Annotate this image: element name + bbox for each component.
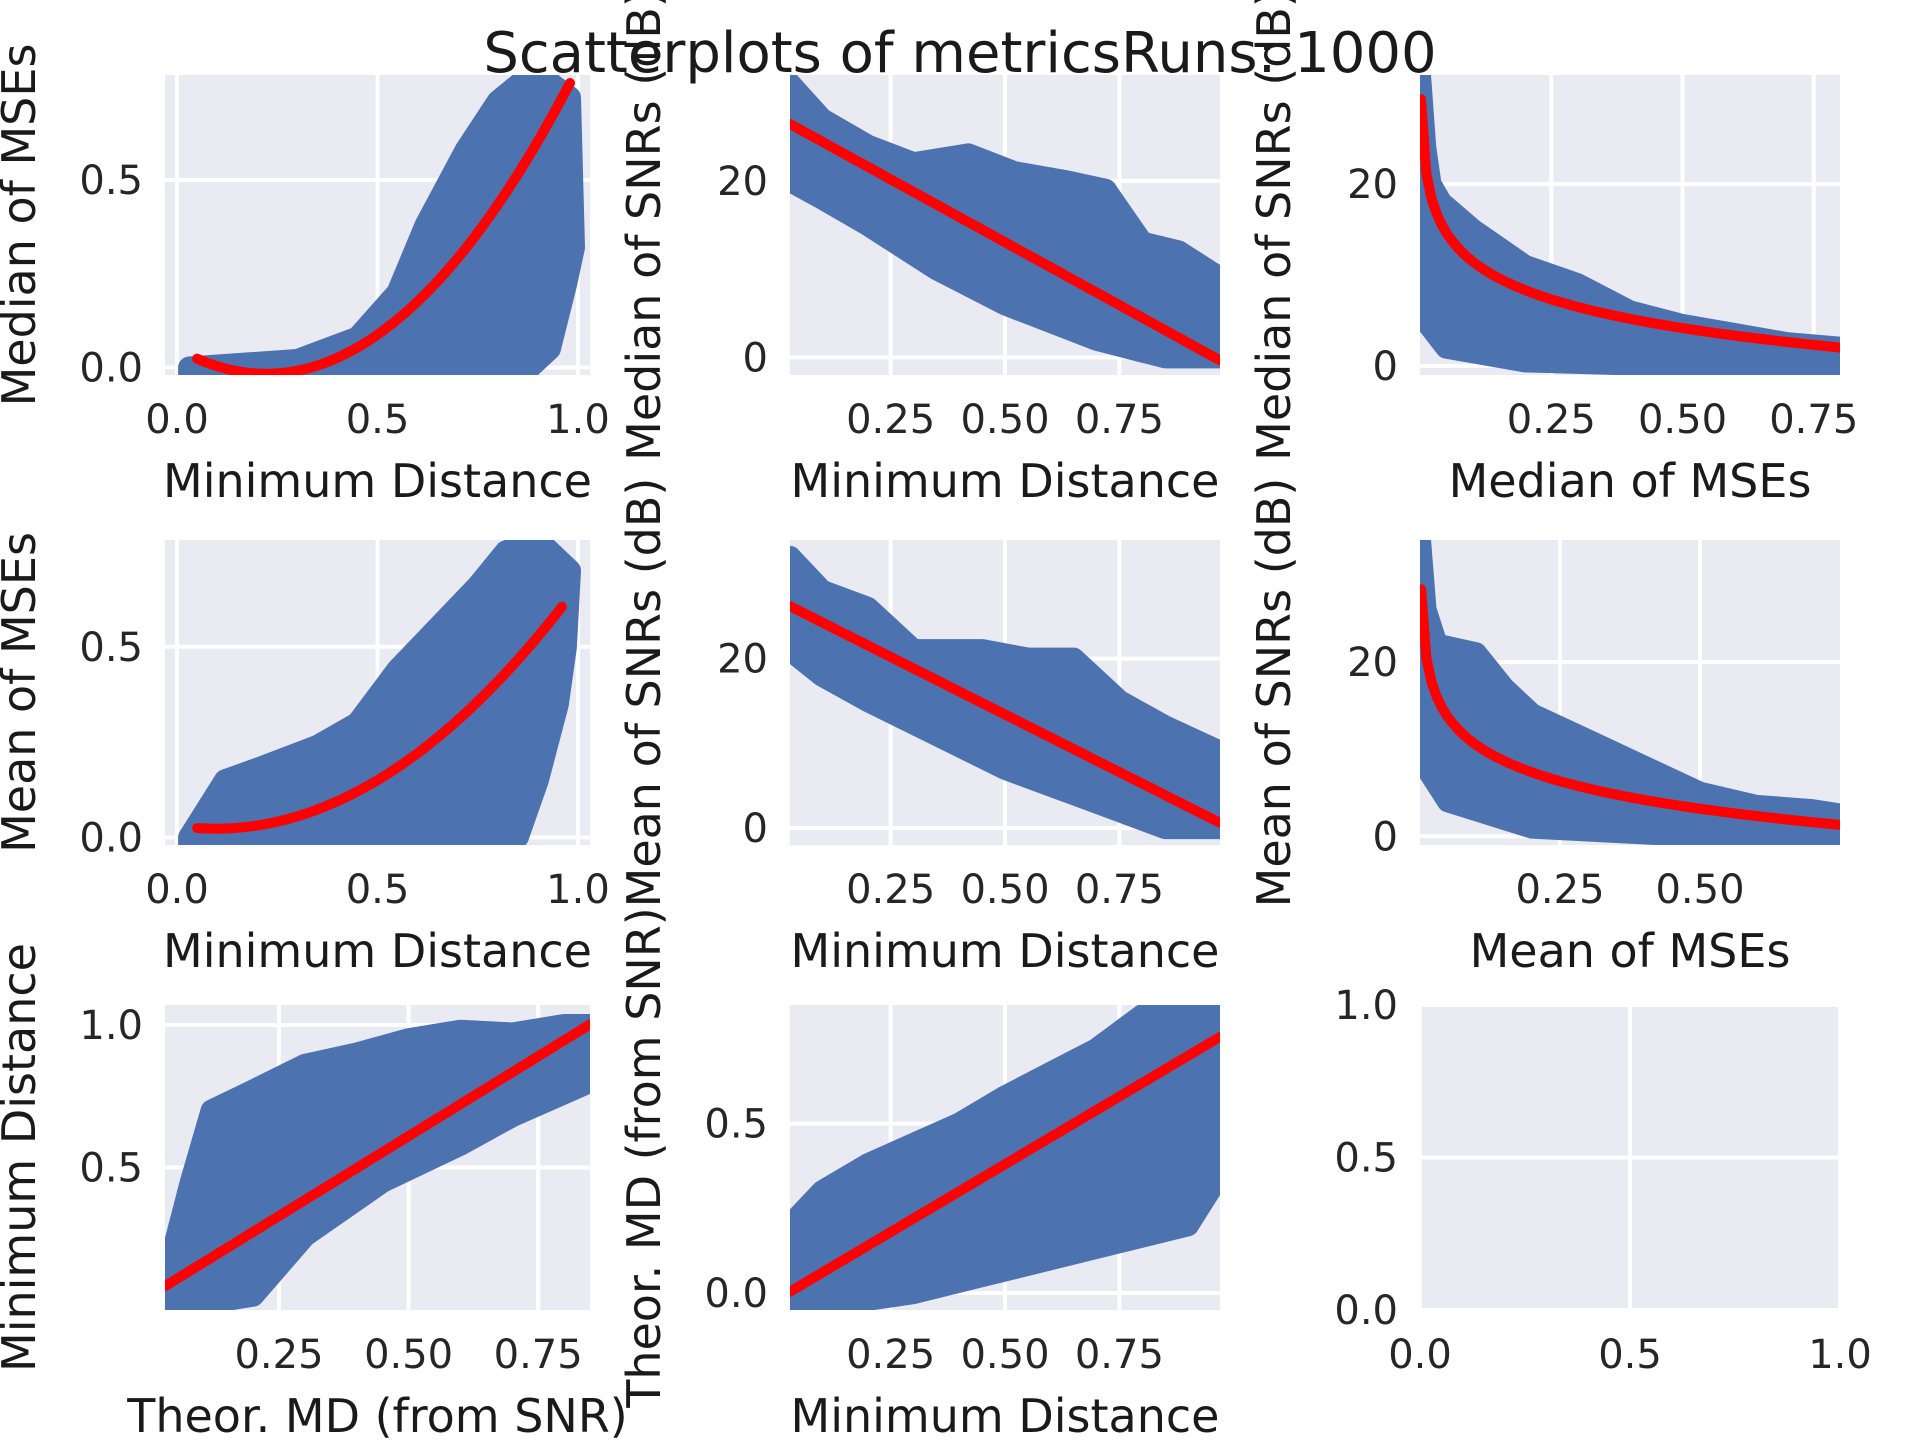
y-tick-label: 20 bbox=[717, 159, 768, 205]
x-tick-label: 0.25 bbox=[1515, 867, 1604, 913]
x-tick-label: 0.50 bbox=[960, 397, 1049, 443]
x-tick-label: 0.0 bbox=[145, 397, 209, 443]
subplot-5: 0.25 0.50 0.75 0 20 Minimum Distance Mean of S… bbox=[617, 478, 1220, 978]
scatter-points bbox=[178, 75, 585, 375]
y-tick-label: 1.0 bbox=[1334, 983, 1398, 1029]
regression-line bbox=[192, 78, 575, 375]
x-tick-label: 0.0 bbox=[145, 867, 209, 913]
regression-line bbox=[192, 601, 567, 834]
x-tick-label: 0.75 bbox=[1075, 397, 1164, 443]
y-axis-label: Mean of SNRs (dB) bbox=[1247, 478, 1301, 908]
y-tick-label: 0.0 bbox=[79, 346, 143, 392]
x-tick-label: 0.25 bbox=[234, 1332, 323, 1378]
y-tick-label: 0 bbox=[743, 806, 768, 852]
regression-line bbox=[1420, 584, 1840, 830]
subplot-9: 0.0 0.5 1.0 0.0 0.5 1.0 bbox=[1334, 983, 1871, 1378]
regression-line bbox=[790, 1031, 1220, 1297]
x-tick-label: 0.75 bbox=[1075, 867, 1164, 913]
x-axis-label: Minimum Distance bbox=[791, 1389, 1220, 1440]
subplot-3: 0.25 0.50 0.75 0 20 Median of MSEs Median of S… bbox=[1247, 0, 1858, 508]
x-tick-label: 0.75 bbox=[1769, 397, 1858, 443]
scatter-points bbox=[790, 75, 1220, 369]
plot-marks bbox=[178, 75, 585, 375]
y-axis-label: Median of SNRs (dB) bbox=[617, 0, 671, 461]
regression-line bbox=[165, 1019, 590, 1292]
y-tick-label: 0.5 bbox=[79, 1145, 143, 1191]
subplot-1: 0.0 0.5 1.0 0.0 0.5 Minimum Distance Median of… bbox=[0, 44, 610, 508]
plot-marks bbox=[1420, 540, 1840, 845]
regression-line bbox=[790, 119, 1220, 366]
x-tick-label: 0.25 bbox=[846, 1332, 935, 1378]
y-tick-label: 0.5 bbox=[1334, 1136, 1398, 1182]
subplot-6: 0.25 0.50 0 20 Mean of MSEs Mean of SNRs (dB) bbox=[1247, 478, 1840, 978]
subplot-grid: 0.0 0.5 1.0 0.0 0.5 Minimum Distance Median of… bbox=[0, 0, 1872, 1440]
regression-line bbox=[1420, 94, 1840, 353]
y-tick-label: 0 bbox=[743, 335, 768, 381]
x-tick-label: 0.50 bbox=[960, 867, 1049, 913]
y-tick-label: 1.0 bbox=[79, 1003, 143, 1049]
x-tick-label: 0.75 bbox=[494, 1332, 583, 1378]
subplot-7: 0.25 0.50 0.75 0.5 1.0 Theor. MD (from SNR) Mi… bbox=[0, 943, 628, 1440]
plot-marks bbox=[178, 540, 581, 845]
y-tick-label: 0 bbox=[1373, 814, 1398, 860]
x-axis-label: Median of MSEs bbox=[1449, 454, 1812, 508]
x-axis-label: Theor. MD (from SNR) bbox=[126, 1389, 628, 1440]
subplot-2: 0.25 0.50 0.75 0 20 Minimum Distance Median of… bbox=[617, 0, 1220, 508]
y-tick-label: 20 bbox=[717, 637, 768, 683]
subplot-4: 0.0 0.5 1.0 0.0 0.5 Minimum Distance Mean of M… bbox=[0, 532, 610, 978]
scatter-points bbox=[1420, 540, 1840, 845]
x-tick-label: 0.25 bbox=[846, 867, 935, 913]
x-tick-label: 0.25 bbox=[1507, 397, 1596, 443]
x-tick-label: 0.50 bbox=[1638, 397, 1727, 443]
x-tick-label: 0.0 bbox=[1388, 1332, 1452, 1378]
y-axis-label: Mean of SNRs (dB) bbox=[617, 478, 671, 908]
x-tick-label: 0.50 bbox=[364, 1332, 453, 1378]
x-tick-label: 0.50 bbox=[1655, 867, 1744, 913]
x-tick-label: 1.0 bbox=[546, 867, 610, 913]
plot-marks bbox=[1420, 75, 1840, 375]
x-axis-label: Minimum Distance bbox=[791, 454, 1220, 508]
x-tick-label: 0.50 bbox=[960, 1332, 1049, 1378]
y-axis-label: Theor. MD (from SNR) bbox=[617, 907, 671, 1409]
x-tick-label: 1.0 bbox=[1808, 1332, 1872, 1378]
y-tick-label: 20 bbox=[1347, 162, 1398, 208]
x-tick-label: 0.5 bbox=[346, 397, 410, 443]
y-axis-label: Median of MSEs bbox=[0, 44, 46, 407]
regression-line bbox=[790, 601, 1220, 828]
subplot-8: 0.25 0.50 0.75 0.0 0.5 Minimum Distance Theor.… bbox=[617, 907, 1220, 1440]
x-axis-label: Mean of MSEs bbox=[1470, 924, 1791, 978]
x-axis-label: Minimum Distance bbox=[163, 454, 592, 508]
y-axis-label: Mean of MSEs bbox=[0, 532, 46, 853]
y-tick-label: 0.0 bbox=[79, 815, 143, 861]
y-axis-label: Median of SNRs (dB) bbox=[1247, 0, 1301, 461]
y-tick-label: 0.0 bbox=[1334, 1288, 1398, 1334]
scatter-points bbox=[178, 540, 581, 845]
y-tick-label: 0.5 bbox=[79, 158, 143, 204]
plot-marks bbox=[790, 75, 1220, 369]
x-tick-label: 0.25 bbox=[846, 397, 935, 443]
x-axis-label: Minimum Distance bbox=[163, 924, 592, 978]
x-tick-label: 0.5 bbox=[1598, 1332, 1662, 1378]
plot-marks bbox=[165, 1014, 590, 1310]
scatter-points bbox=[790, 545, 1220, 840]
plot-marks bbox=[790, 545, 1220, 840]
y-tick-label: 0 bbox=[1373, 344, 1398, 390]
y-tick-label: 0.5 bbox=[704, 1102, 768, 1148]
x-tick-label: 0.5 bbox=[346, 867, 410, 913]
y-axis-label: Minimum Distance bbox=[0, 943, 46, 1372]
y-tick-label: 0.5 bbox=[79, 625, 143, 671]
y-tick-label: 0.0 bbox=[704, 1271, 768, 1317]
plot-marks bbox=[790, 1005, 1220, 1310]
x-tick-label: 1.0 bbox=[546, 397, 610, 443]
y-tick-label: 20 bbox=[1347, 640, 1398, 686]
x-axis-label: Minimum Distance bbox=[791, 924, 1220, 978]
scatter-points bbox=[165, 1014, 590, 1310]
x-tick-label: 0.75 bbox=[1075, 1332, 1164, 1378]
